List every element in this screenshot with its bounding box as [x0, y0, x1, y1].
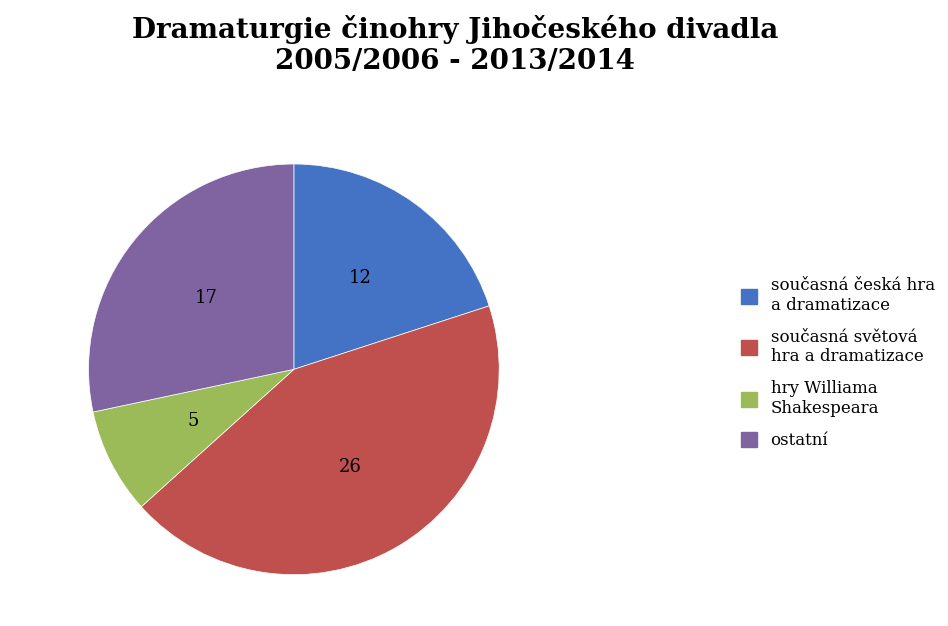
Wedge shape	[141, 306, 500, 575]
Text: 26: 26	[338, 458, 362, 476]
Wedge shape	[88, 164, 294, 412]
Legend: současná česká hra
a dramatizace, současná světová
hra a dramatizace, hry Willia: současná česká hra a dramatizace, součas…	[736, 272, 939, 454]
Wedge shape	[93, 369, 294, 506]
Text: Dramaturgie činohry Jihočeského divadla
2005/2006 - 2013/2014: Dramaturgie činohry Jihočeského divadla …	[132, 15, 778, 75]
Wedge shape	[294, 164, 489, 369]
Text: 17: 17	[194, 289, 217, 307]
Text: 5: 5	[188, 412, 199, 429]
Text: 12: 12	[349, 269, 372, 287]
